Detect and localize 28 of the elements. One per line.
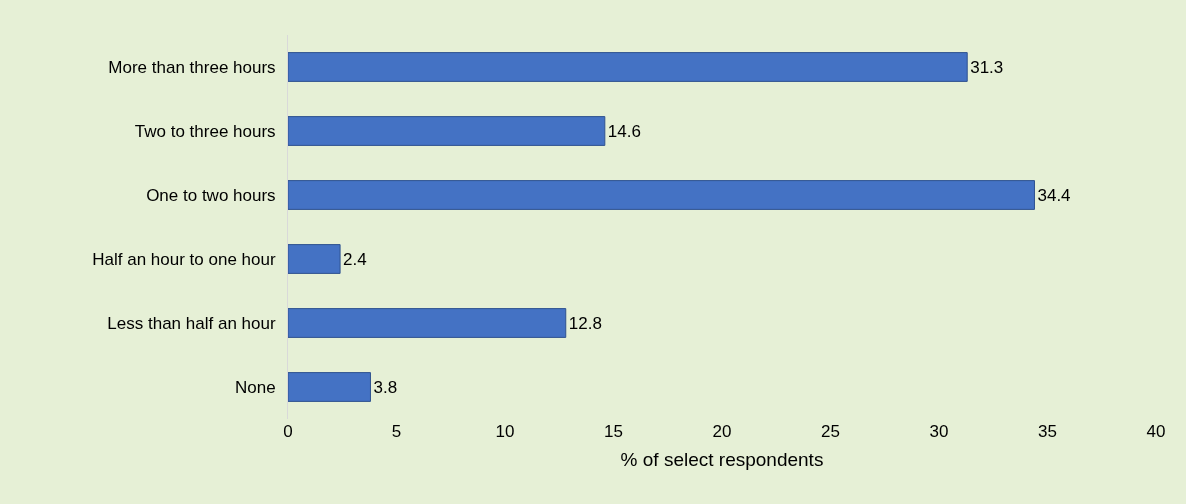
x-tick-label: 20 [712, 422, 732, 441]
y-tick-label: Less than half an hour [107, 313, 276, 333]
data-label: 3.8 [373, 377, 398, 397]
x-tick-label: 10 [495, 422, 515, 441]
data-label: 14.6 [607, 121, 641, 141]
x-tick-label: 0 [283, 422, 293, 441]
y-tick-label: Half an hour to one hour [92, 249, 276, 269]
bar [288, 180, 1035, 210]
bar [288, 308, 567, 338]
bar [288, 52, 968, 82]
data-label: 12.8 [568, 313, 602, 333]
bar [288, 244, 341, 274]
x-tick-label: 15 [604, 422, 623, 441]
y-tick-label: None [234, 377, 276, 397]
bar [288, 372, 371, 402]
x-tick-label: 5 [391, 422, 402, 441]
x-tick-label: 40 [1146, 422, 1166, 441]
y-tick-label: More than three hours [108, 57, 276, 77]
x-axis-title: % of select respondents [620, 448, 824, 470]
data-label: 34.4 [1037, 185, 1071, 205]
x-tick-label: 35 [1038, 422, 1057, 441]
y-tick-label: Two to three hours [134, 121, 276, 141]
x-tick-label: 25 [821, 422, 840, 441]
y-tick-label: One to two hours [146, 185, 276, 205]
data-label: 31.3 [970, 57, 1004, 77]
x-tick-label: 30 [929, 422, 949, 441]
bar [288, 116, 606, 146]
data-label: 2.4 [343, 249, 367, 269]
